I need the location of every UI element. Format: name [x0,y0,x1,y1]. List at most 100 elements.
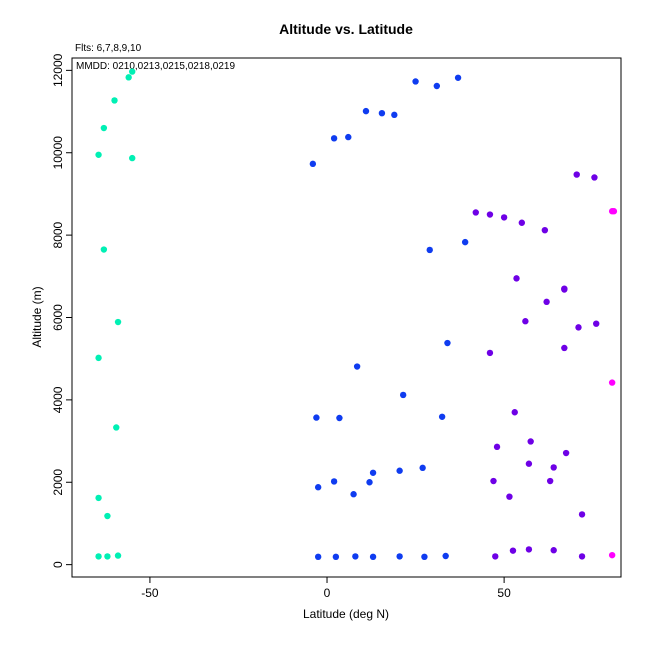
data-point [506,493,513,500]
x-tick-label: -50 [141,586,159,600]
data-point [442,552,449,560]
data-point [419,464,426,472]
data-point [100,246,108,253]
data-point [438,413,446,420]
y-tick-label: 2000 [51,469,65,496]
series-4 [608,208,618,559]
data-point [550,547,557,554]
data-point [362,107,370,115]
y-tick-label: 10000 [51,136,65,170]
data-point [561,344,568,352]
data-point [608,551,616,559]
data-point [522,318,529,325]
data-point [573,171,580,178]
data-point [541,226,549,234]
data-point [314,553,322,561]
data-point [493,443,501,451]
data-point [314,484,322,491]
data-point [366,479,373,486]
data-point [129,154,136,162]
x-axis-label: Latitude (deg N) [303,607,389,621]
data-point [396,467,403,474]
data-point [525,546,533,553]
data-point [543,298,550,306]
data-point [562,449,570,457]
data-point [114,552,122,559]
data-point [309,160,317,168]
x-tick-label: 0 [324,586,331,600]
data-point [129,68,136,75]
data-point [100,124,108,132]
y-axis-label: Altitude (m) [30,286,44,347]
data-point [95,553,102,560]
data-point [575,324,582,331]
data-point [561,286,568,293]
data-point [114,318,122,326]
dates-annotation: MMDD: 0210,0213,0215,0218,0219 [76,61,235,72]
data-point [550,464,557,471]
data-point [104,512,111,520]
data-point [578,511,586,518]
data-point [426,246,433,254]
data-point [330,135,338,142]
data-point [593,320,600,327]
data-point [490,477,497,485]
data-point [95,151,102,158]
data-point [378,109,386,117]
data-point [546,477,554,485]
data-point [95,354,102,362]
data-point [527,438,534,445]
data-point [330,478,338,485]
data-point [352,553,359,560]
data-point [610,208,618,215]
data-point [353,363,361,370]
data-point [313,414,320,421]
data-point [350,491,357,498]
data-point [513,275,520,282]
data-point [591,174,598,181]
data-point [111,97,118,104]
data-points [95,68,618,561]
y-axis: 0 2000 4000 6000 8000 10000 12000 [51,53,72,568]
series-3 [472,171,600,560]
y-tick-label: 8000 [51,221,65,248]
y-tick-label: 12000 [51,53,65,87]
data-point [95,494,102,502]
series-1 [95,68,136,560]
data-point [399,391,407,399]
data-point [396,553,403,560]
data-point [511,409,518,416]
series-2 [309,74,469,561]
data-point [444,339,451,347]
data-point [500,214,508,221]
data-point [525,460,533,467]
data-point [509,547,517,554]
data-point [608,379,616,386]
data-point [125,74,132,81]
data-point [104,553,111,560]
chart-title: Altitude vs. Latitude [279,21,413,37]
y-tick-label: 0 [51,561,65,568]
data-point [391,111,398,119]
data-point [421,553,428,561]
data-point [369,553,377,561]
data-point [113,424,120,431]
data-point [433,82,441,90]
y-tick-label: 6000 [51,304,65,331]
data-point [492,553,499,560]
flights-annotation: Flts: 6,7,8,9,10 [75,43,142,54]
x-tick-label: 50 [497,586,511,600]
data-point [461,238,469,246]
data-point [345,133,352,141]
data-point [472,209,479,216]
data-point [332,553,340,561]
y-tick-label: 4000 [51,386,65,413]
data-point [578,553,586,560]
data-point [336,414,343,422]
data-point [518,219,526,226]
data-point [486,349,494,357]
x-axis: -50 0 50 [141,577,511,600]
data-point [486,211,494,218]
